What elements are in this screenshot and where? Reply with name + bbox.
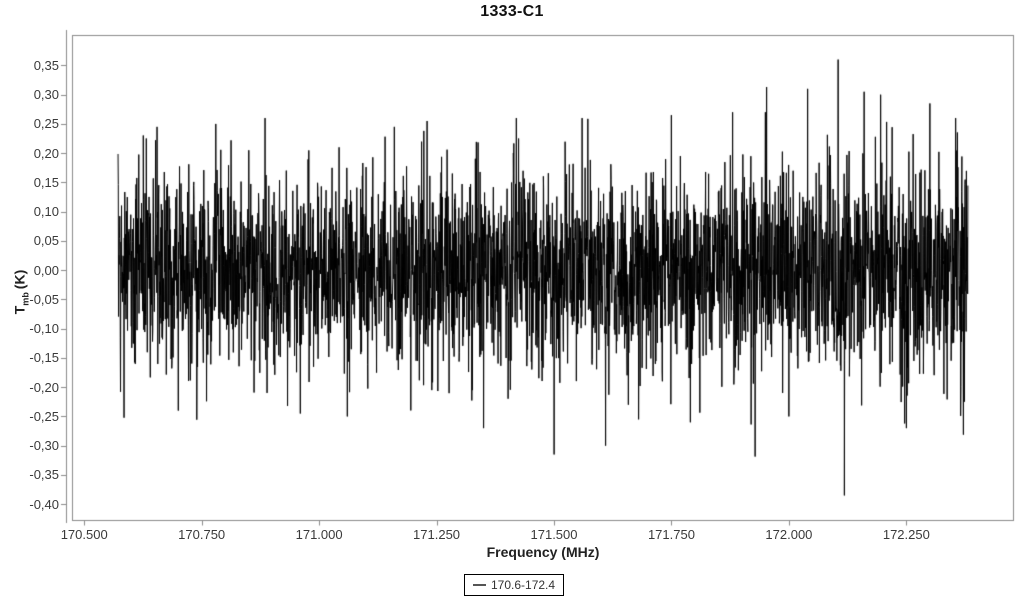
x-tick-label: 171.000 <box>295 527 343 542</box>
y-tick-label: -0,35 <box>29 467 59 483</box>
x-tick-label: 171.250 <box>413 527 461 542</box>
y-tick-label: -0,40 <box>29 496 59 512</box>
legend-line-sample <box>473 584 486 586</box>
y-tick-label: 0,30 <box>33 87 59 103</box>
x-tick-label: 171.500 <box>530 527 578 542</box>
y-tick-label: -0,05 <box>29 291 59 307</box>
legend: 170.6-172.4 <box>464 574 565 596</box>
y-tick-label: 0,20 <box>33 145 59 161</box>
x-tick-label: 172.250 <box>882 527 930 542</box>
y-tick-label: 0,00 <box>33 262 59 278</box>
y-tick-label: -0,15 <box>29 350 59 366</box>
y-tick-label: 0,10 <box>33 204 59 220</box>
chart-title: 1333-C1 <box>480 3 544 20</box>
x-tick-label: 170.500 <box>60 527 108 542</box>
y-tick-label: -0,25 <box>29 408 59 424</box>
y-tick-label: 0,15 <box>33 174 59 190</box>
y-tick-label: -0,20 <box>29 379 59 395</box>
y-tick-label: -0,30 <box>29 438 59 454</box>
y-tick-label: 0,35 <box>33 57 59 73</box>
y-tick-label: 0,25 <box>33 116 59 132</box>
y-axis-label-main: T <box>11 305 28 315</box>
x-tick-label: 170.750 <box>178 527 226 542</box>
x-tick-label: 172.000 <box>765 527 813 542</box>
legend-label: 170.6-172.4 <box>491 578 556 592</box>
x-tick-label: 171.750 <box>647 527 695 542</box>
x-axis-label: Frequency (MHz) <box>486 544 600 560</box>
y-tick-label: -0,10 <box>29 321 59 337</box>
y-tick-label: 0,05 <box>33 233 59 249</box>
